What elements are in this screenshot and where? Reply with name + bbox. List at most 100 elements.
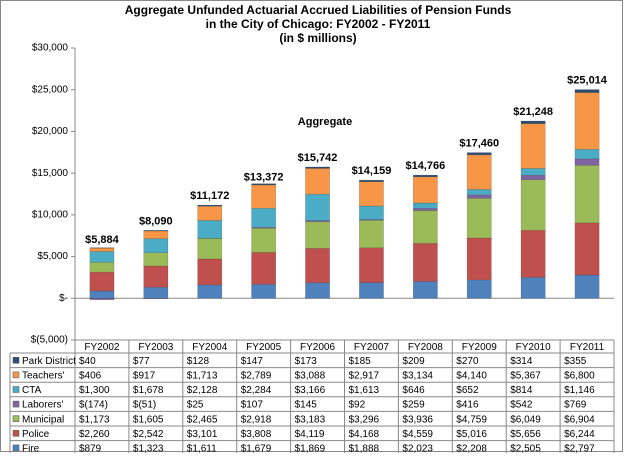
total-label: $21,248 [513,106,553,118]
bar-segment [413,175,437,177]
bar-segment [305,222,329,249]
table-value: $40 [79,356,96,367]
bar-segment [413,203,437,208]
table-value: $1,300 [79,385,110,396]
bar-segment [467,238,491,280]
table-value: $4,119 [295,429,325,440]
total-label: $11,172 [190,190,229,202]
table-value: $3,296 [349,414,380,425]
bar-segment [413,243,437,281]
legend-label: Municipal [22,414,64,425]
bar-segment [198,259,222,285]
total-label: $14,766 [405,160,445,172]
table-value: $4,559 [402,429,433,440]
table-value: $5,016 [456,429,487,440]
bar-segment [575,149,599,159]
table-value: $3,134 [402,371,433,382]
bar-segment [359,220,383,247]
legend-swatch [13,372,19,378]
bar-segment [305,194,329,220]
total-label: $13,372 [244,172,284,184]
bar-segment [413,281,437,298]
bar-segment [413,211,437,244]
table-value: $917 [133,371,156,382]
x-tick-label: FY2002 [84,342,119,353]
bar-segment [467,198,491,238]
legend-label: Park District [22,356,76,367]
table-value: $769 [564,400,587,411]
bar-segment [575,165,599,223]
legend-label: Police [22,429,50,440]
table-value: $128 [187,356,210,367]
table-value: $(51) [133,400,156,411]
bar-segment [198,285,222,298]
table-value: $2,789 [241,371,272,382]
table-value: $2,918 [241,414,272,425]
table-value: $4,168 [349,429,380,440]
table-value: $1,869 [295,444,326,453]
bar-segment [252,184,276,185]
y-tick-label: $30,000 [32,43,69,54]
bar-segment [359,283,383,299]
table-value: $2,465 [187,414,218,425]
y-tick-label: $(5,000) [31,335,68,346]
bar-segment [413,208,437,210]
table-value: $185 [349,356,372,367]
bar-segment [305,248,329,282]
chart-title: Aggregate Unfunded Actuarial Accrued Lia… [125,3,512,17]
bar-segment [521,121,545,124]
total-label: $15,742 [298,152,338,164]
table-value: $107 [241,400,264,411]
table-value: $259 [402,400,425,411]
bar-segment [90,248,114,251]
table-value: $1,679 [241,444,272,453]
table-value: $2,208 [456,444,487,453]
x-tick-label: FY2003 [138,342,173,353]
bar-segment [198,238,222,259]
bar-segment [359,206,383,219]
y-tick-label: $10,000 [32,209,69,220]
table-value: $3,183 [295,414,326,425]
table-value: $652 [456,385,479,396]
bar-segment [90,251,114,262]
table-value: $814 [510,385,533,396]
bar-segment [467,280,491,298]
table-value: $1,173 [79,414,110,425]
table-value: $2,917 [349,371,380,382]
bar-segment [575,93,599,150]
bar-segment [305,168,329,194]
bar-segment [521,168,545,175]
table-value: $879 [79,444,102,453]
legend-swatch [13,401,19,407]
bar-segment [305,167,329,168]
table-value: $25 [187,400,204,411]
table-value: $147 [241,356,264,367]
table-value: $173 [295,356,318,367]
bar-segment [467,189,491,194]
legend-swatch [13,416,19,422]
total-label: $25,014 [567,75,608,87]
bar-segment [252,185,276,208]
bar-segment [144,231,168,239]
table-value: $2,542 [133,429,164,440]
bar-segment [359,180,383,182]
bar-segment [198,206,222,220]
x-tick-label: FY2011 [570,342,605,353]
bar-segment [144,230,168,231]
table-value: $542 [510,400,533,411]
x-tick-label: FY2005 [246,342,281,353]
bar-segment [90,272,114,291]
table-value: $209 [402,356,425,367]
table-value: $5,656 [510,429,541,440]
chart-units: (in $ millions) [279,31,356,45]
table-value: $145 [295,400,318,411]
legend-swatch [13,430,19,436]
table-value: $77 [133,356,150,367]
table-value: $416 [456,400,479,411]
annotation: Aggregate [298,116,352,128]
total-label: $5,884 [85,234,120,246]
bar-segment [467,155,491,190]
table-value: $3,166 [295,385,326,396]
table-value: $3,808 [241,429,272,440]
